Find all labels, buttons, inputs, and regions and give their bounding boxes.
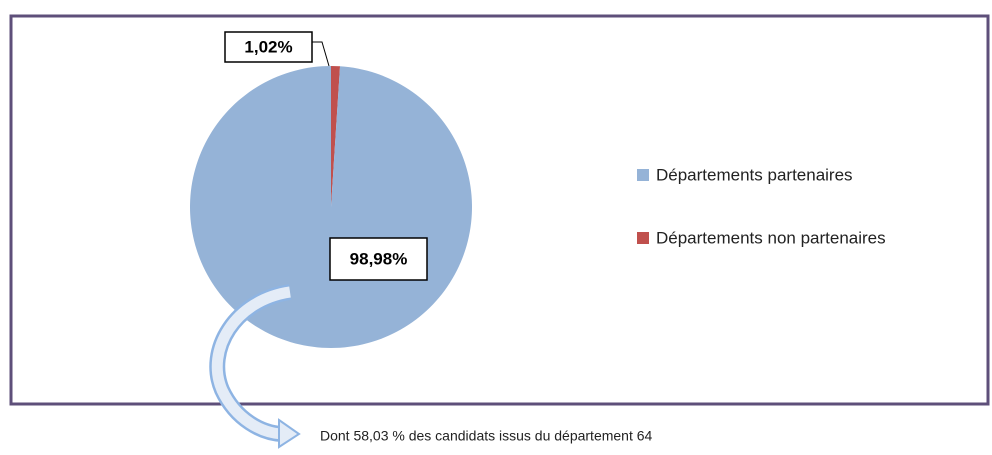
- legend-swatch: [637, 169, 649, 181]
- pie-slice: [189, 66, 472, 348]
- pie: [189, 66, 472, 348]
- callout-arrow: [211, 286, 291, 440]
- chart-frame: [9, 14, 990, 406]
- legend-label: Départements partenaires: [656, 165, 853, 184]
- data-label: 98,98%: [350, 249, 408, 268]
- leader-line: [312, 41, 330, 67]
- data-label: 1,02%: [244, 37, 292, 56]
- callout-arrow-head: [278, 418, 301, 449]
- data-label-box: [224, 31, 313, 63]
- annotation: Dont 58,03 % des candidats issus du dépa…: [320, 428, 653, 444]
- pie-slice: [331, 66, 341, 207]
- data-label-box: [329, 237, 428, 281]
- legend-label: Départements non partenaires: [656, 228, 886, 247]
- legend-swatch: [637, 232, 649, 244]
